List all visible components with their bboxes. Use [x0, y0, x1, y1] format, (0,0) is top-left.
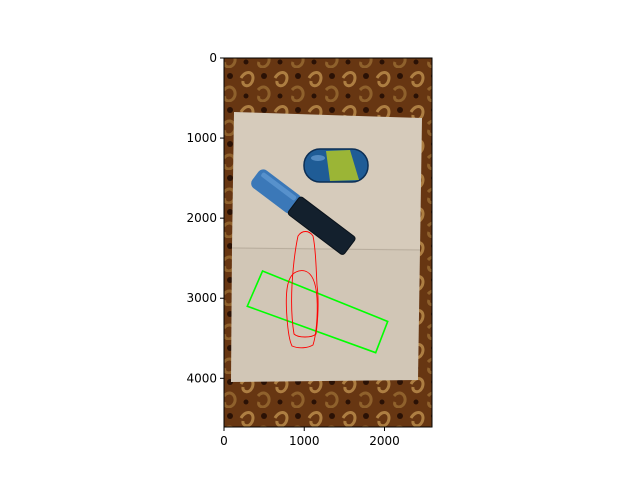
y-tick-label: 4000 — [186, 371, 217, 385]
axes-frame — [223, 57, 433, 428]
paper-sheet-bottom — [231, 247, 420, 382]
y-tick-label: 1000 — [186, 131, 217, 145]
green-rectangle-overlay — [246, 269, 389, 354]
red-contour-2 — [285, 270, 318, 349]
y-tick-label: 3000 — [186, 291, 217, 305]
highlighter-marker — [251, 169, 356, 255]
y-tick-label: 2000 — [186, 211, 217, 225]
photo — [224, 58, 432, 427]
y-tick-label: 0 — [209, 51, 217, 65]
paper-fold — [231, 247, 421, 251]
x-tick-label: 2000 — [369, 434, 400, 448]
y-axis: 0 1000 2000 3000 4000 — [186, 51, 224, 385]
eraser-case — [303, 148, 369, 183]
x-axis: 0 1000 2000 — [220, 427, 400, 448]
red-contour-1 — [291, 231, 319, 338]
x-tick-label: 0 — [220, 434, 228, 448]
red-contour-overlays — [285, 231, 319, 349]
x-tick-label: 1000 — [289, 434, 320, 448]
